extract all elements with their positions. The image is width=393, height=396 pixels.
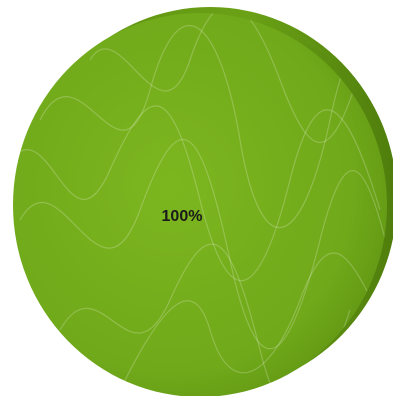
pie-labels: 100% <box>162 208 203 225</box>
pie-slices <box>13 7 393 396</box>
texture-squiggle <box>119 252 386 391</box>
texture-squiggle <box>19 138 387 350</box>
texture-squiggle <box>89 13 361 143</box>
texture-squiggle <box>13 105 381 282</box>
pie-slice <box>13 13 387 396</box>
texture-squiggle <box>59 243 351 396</box>
pie-data-label: 100% <box>162 208 203 225</box>
pie-gloss <box>235 15 382 125</box>
